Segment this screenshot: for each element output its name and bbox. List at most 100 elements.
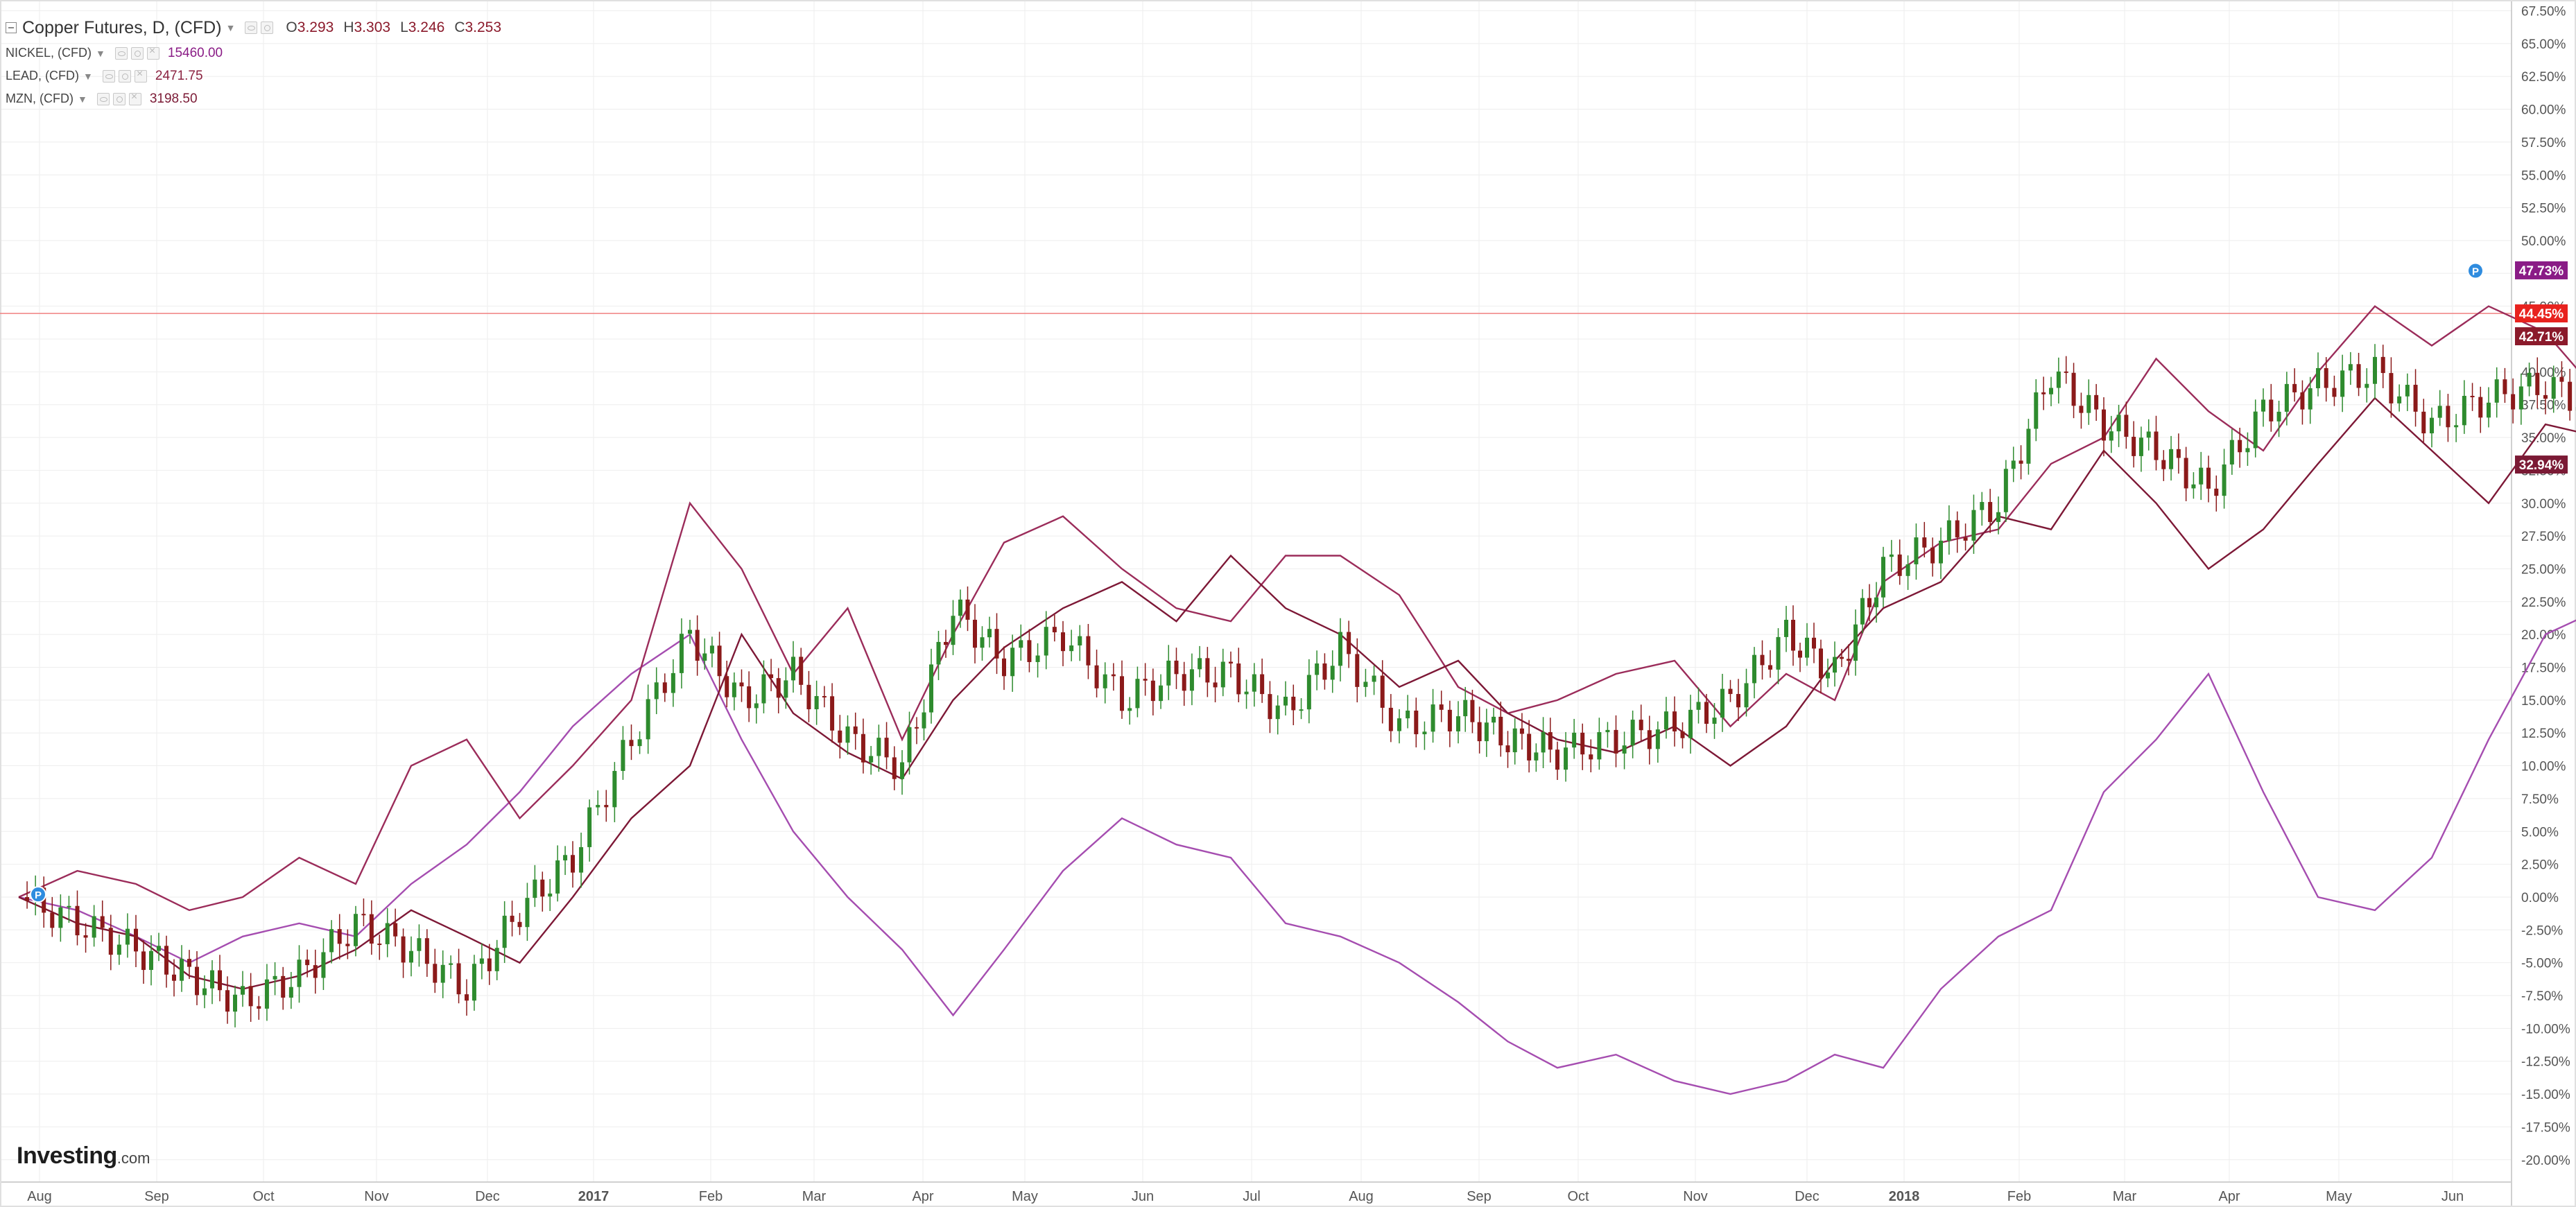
candle-body — [134, 928, 138, 952]
close-value: 3.253 — [465, 19, 502, 35]
x-tick-label: Apr — [912, 1189, 933, 1204]
x-tick-label: Sep — [144, 1189, 169, 1204]
low-value: 3.246 — [408, 19, 445, 35]
y-tick-label: 2.50% — [2521, 858, 2559, 873]
y-tick-label: 35.00% — [2521, 431, 2566, 446]
candle-body — [2019, 460, 2023, 464]
y-tick-label: 60.00% — [2521, 103, 2566, 118]
x-tick-label: Nov — [364, 1189, 389, 1204]
candle-body — [2535, 372, 2540, 395]
candle-body — [2494, 379, 2499, 403]
candle-body — [944, 641, 948, 645]
candle-body — [329, 929, 334, 953]
candle-body — [725, 676, 729, 697]
y-tick-label: 50.00% — [2521, 234, 2566, 249]
gear-icon[interactable] — [112, 92, 126, 105]
candle-body — [563, 855, 568, 861]
candle-body — [2049, 388, 2053, 394]
candle-body — [149, 950, 153, 971]
candle-body — [555, 860, 560, 894]
investing-logo: Investing.com — [17, 1143, 150, 1170]
compare-symbol-name[interactable]: NICKEL, (CFD) — [6, 46, 92, 60]
chevron-down-icon[interactable]: ▼ — [77, 93, 87, 105]
candle-body — [2269, 399, 2274, 422]
candle-body — [1819, 648, 1823, 679]
candle-body — [579, 846, 584, 873]
x-tick-label: Oct — [1567, 1189, 1589, 1204]
compare-symbol-name[interactable]: MZN, (CFD) — [6, 92, 74, 105]
candle-body — [845, 726, 850, 743]
candle-body — [1044, 627, 1048, 656]
y-tick-label: 12.50% — [2521, 727, 2566, 741]
candle-body — [2253, 411, 2258, 449]
candle-body — [2332, 388, 2337, 397]
candle-body — [2454, 425, 2459, 428]
candle-body — [494, 948, 499, 971]
candle-body — [1463, 700, 1468, 717]
close-icon[interactable] — [134, 68, 147, 83]
close-icon[interactable] — [128, 91, 141, 105]
candle-body — [2041, 392, 2046, 394]
candle-body — [1712, 718, 1717, 724]
candle-body — [487, 958, 492, 971]
candle-body — [784, 680, 788, 698]
collapse-icon[interactable] — [6, 22, 17, 33]
chevron-down-icon[interactable]: ▼ — [96, 47, 105, 59]
x-tick-label: May — [1012, 1189, 1038, 1204]
series-line — [18, 619, 2576, 1095]
y-tick-label: 5.00% — [2521, 825, 2559, 840]
logo-brand: Investing — [17, 1143, 117, 1169]
y-tick-label: -2.50% — [2521, 923, 2563, 938]
candle-body — [861, 733, 865, 763]
candle-body — [806, 684, 811, 710]
candle-body — [662, 682, 667, 693]
candle-body — [2470, 395, 2475, 397]
gear-icon[interactable] — [130, 46, 144, 60]
candle-body — [1205, 658, 1210, 683]
eye-icon[interactable] — [96, 92, 110, 105]
candle-body — [717, 645, 722, 677]
candle-body — [907, 727, 912, 763]
close-icon[interactable] — [146, 45, 159, 60]
candle-body — [1704, 702, 1709, 724]
candle-body — [1330, 666, 1335, 680]
chevron-down-icon[interactable]: ▼ — [225, 22, 236, 33]
y-tick-label: 0.00% — [2521, 891, 2559, 905]
y-tick-label: -17.50% — [2521, 1120, 2570, 1135]
candle-body — [1939, 540, 1943, 564]
candle-body — [75, 905, 80, 936]
eye-icon[interactable] — [102, 69, 115, 83]
candle-body — [936, 641, 941, 665]
candle-body — [1897, 554, 1902, 576]
candle-body — [2551, 376, 2556, 399]
y-tick-label: 10.00% — [2521, 760, 2566, 774]
candle-body — [1010, 648, 1015, 677]
candle-body — [1955, 520, 1960, 538]
candle-body — [2308, 388, 2313, 410]
candle-body — [2086, 394, 2091, 413]
candle-body — [980, 637, 985, 648]
eye-icon[interactable] — [114, 46, 128, 60]
x-tick-label: Dec — [1795, 1189, 1819, 1204]
candle-body — [1527, 733, 1532, 761]
main-symbol-name[interactable]: Copper Futures, D, (CFD) — [22, 17, 222, 37]
candle-body — [1406, 710, 1410, 719]
compare-symbol-name[interactable]: LEAD, (CFD) — [6, 69, 80, 83]
chevron-down-icon[interactable]: ▼ — [83, 70, 93, 82]
candle-body — [288, 987, 293, 998]
y-tick-label: 65.00% — [2521, 37, 2566, 52]
gear-icon[interactable] — [261, 21, 274, 34]
candle-body — [1630, 720, 1635, 746]
eye-icon[interactable] — [245, 21, 258, 34]
candle-body — [1760, 654, 1765, 666]
p-marker-icon — [30, 886, 46, 903]
candle-body — [2543, 394, 2548, 399]
gear-icon[interactable] — [118, 69, 131, 83]
legend-compare-row: LEAD, (CFD) ▼ 2471.75 — [6, 64, 507, 87]
price-badge — [2515, 261, 2568, 279]
candle-body — [1971, 510, 1976, 541]
candle-body — [172, 974, 176, 981]
candle-body — [465, 994, 469, 1001]
